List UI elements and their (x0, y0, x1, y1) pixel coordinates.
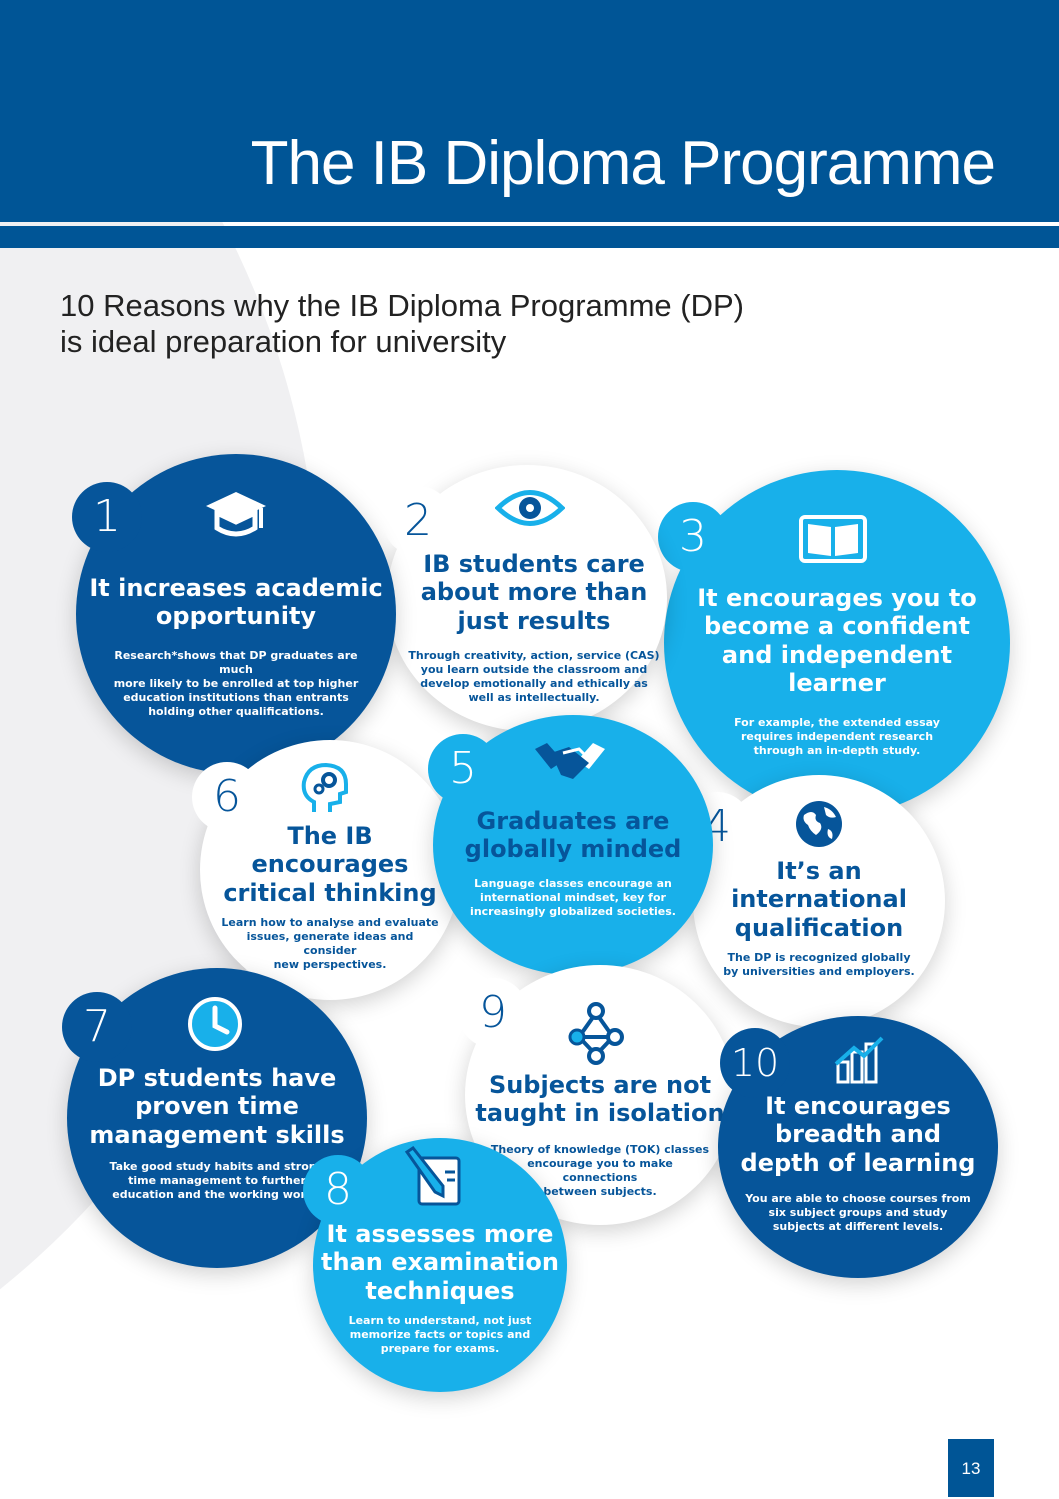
reason-1-text: Research*shows that DP graduates are muc… (113, 649, 359, 719)
reason-3-number: 3 (658, 502, 728, 572)
bar-chart-icon (834, 1034, 886, 1088)
reason-3-text: For example, the extended essay requires … (734, 716, 940, 758)
open-book-icon (798, 514, 868, 570)
reason-2-number: 2 (383, 486, 453, 556)
page-title: The IB Diploma Programme (250, 129, 996, 198)
reason-3-title: It encourages you to become a confident an… (697, 584, 977, 697)
intro-line-1: 10 Reasons why the IB Diploma Programme … (60, 288, 744, 323)
reason-1-title: It increases academic opportunity (89, 574, 383, 631)
reason-1-number: 1 (72, 482, 142, 552)
reason-7-number: 7 (62, 992, 132, 1062)
reason-4-title: It’s an international qualification (731, 857, 907, 942)
head-gears-icon (300, 762, 350, 818)
reason-5-number: 5 (428, 734, 498, 804)
reason-2-bubble: IB students care about more than just resu… (387, 465, 667, 731)
reason-9-text: Theory of knowledge (TOK) classes encoura… (490, 1143, 710, 1199)
pencil-paper-icon (403, 1145, 467, 1212)
reason-8-number: 8 (303, 1155, 373, 1225)
reason-8-bubble: It assesses more than examination techniqu… (313, 1138, 567, 1392)
reason-8-title: It assesses more than examination techniqu… (321, 1220, 559, 1305)
reason-9-title: Subjects are not taught in isolation (475, 1071, 725, 1128)
reason-7-text: Take good study habits and strong time ma… (109, 1160, 325, 1202)
eye-icon (494, 485, 566, 535)
reason-2-title: IB students care about more than just resu… (420, 550, 648, 635)
reason-9-number: 9 (458, 978, 528, 1048)
reason-10-number: 10 (720, 1028, 790, 1098)
reason-10-title: It encourages breadth and depth of learnin… (740, 1092, 976, 1177)
graduation-cap-icon (203, 488, 269, 544)
page-number: 13 (948, 1439, 994, 1497)
intro-line-2: is ideal preparation for university (60, 324, 507, 359)
reason-6-text: Learn how to analyse and evaluate issues,… (221, 916, 439, 972)
reason-6-title: The IB encourages critical thinking (223, 822, 437, 907)
handshake-icon (533, 739, 607, 787)
reason-5-text: Language classes encourage an internation… (470, 877, 676, 919)
header-band: The IB Diploma Programme (0, 0, 1059, 222)
reason-6-bubble: The IB encourages critical thinking Learn … (200, 740, 460, 1000)
clock-icon (187, 996, 243, 1056)
reason-8-text: Learn to understand, not just memorize fa… (348, 1314, 532, 1356)
reason-7-title: DP students have proven time management sk… (89, 1064, 345, 1149)
globe-icon (794, 799, 844, 853)
header-stripe (0, 226, 1059, 248)
reason-10-text: You are able to choose courses from six s… (745, 1192, 971, 1234)
reason-2-text: Through creativity, action, service (CAS… (408, 649, 660, 705)
network-nodes-icon (563, 1001, 629, 1071)
reason-5-title: Graduates are globally minded (464, 807, 682, 864)
reason-5-bubble: Graduates are globally minded Language cl… (433, 715, 713, 975)
intro-heading: 10 Reasons why the IB Diploma Programme … (60, 288, 820, 360)
reason-6-number: 6 (192, 762, 262, 832)
reason-4-text: The DP is recognized globally by universi… (723, 951, 915, 979)
